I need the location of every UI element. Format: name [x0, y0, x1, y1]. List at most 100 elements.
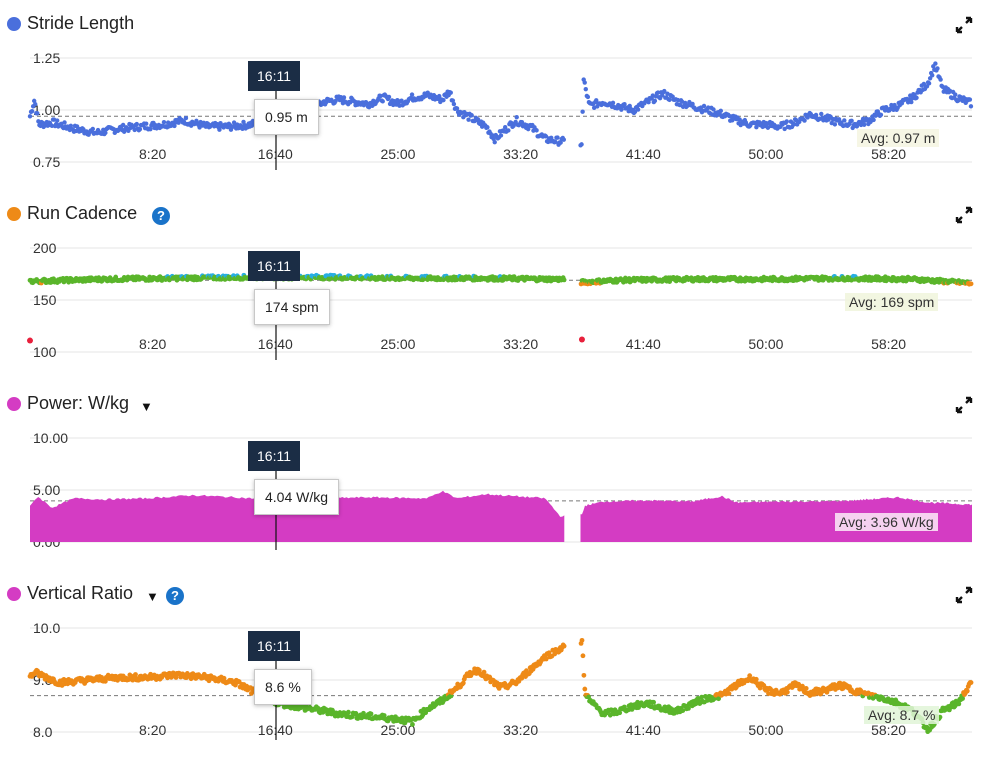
metric-dropdown-caret[interactable]: ▼	[140, 399, 153, 414]
stride-point	[956, 98, 961, 103]
stride-point	[466, 117, 471, 122]
stride-point	[380, 99, 385, 104]
vertical-ratio-point	[133, 672, 138, 677]
cursor-tooltip: 174 spm	[254, 289, 330, 325]
vertical-ratio-chart[interactable]: 10.09.08.0 8:20 16:40 25:00 33:20 41:40 50:00 5…	[0, 570, 987, 750]
expand-icon[interactable]	[955, 206, 973, 224]
vertical-ratio-point	[747, 673, 753, 679]
cadence-point	[561, 277, 567, 283]
stride-point	[502, 125, 508, 130]
y-tick-label: 5.00	[33, 482, 60, 498]
stride-point	[469, 113, 474, 118]
x-tick-label: 8:20	[139, 336, 166, 352]
stride-point	[176, 120, 181, 125]
vertical-ratio-point	[716, 696, 722, 702]
x-tick-label: 58:20	[871, 336, 906, 352]
x-tick-label: 8:20	[139, 146, 166, 162]
stride-point	[183, 115, 189, 121]
vertical-ratio-point	[481, 669, 487, 675]
stride-point	[871, 117, 876, 123]
cadence-outlier-point	[27, 337, 33, 344]
stride-point	[718, 108, 723, 114]
vertical-ratio-point	[582, 686, 588, 692]
vertical-ratio-point	[221, 675, 227, 681]
stride-point	[832, 122, 838, 127]
stride-point	[217, 127, 222, 132]
stride-point	[813, 112, 819, 118]
vertical-ratio-point	[607, 712, 613, 718]
expand-icon[interactable]	[955, 16, 973, 34]
vertical-ratio-point	[561, 643, 567, 649]
stride-point	[802, 118, 807, 123]
stride-point	[690, 101, 695, 107]
stride-point	[441, 97, 446, 103]
legend-dot	[7, 397, 21, 411]
stride-point	[632, 109, 638, 115]
x-tick-label: 33:20	[503, 722, 538, 738]
cadence-point	[968, 281, 974, 287]
stride-point	[583, 86, 588, 92]
stride-point	[492, 139, 497, 145]
expand-icon[interactable]	[955, 586, 973, 604]
panel-title: Stride Length	[27, 13, 135, 33]
stride-point	[819, 111, 824, 117]
power-chart[interactable]: 10.005.000.008:2016:4025:0033:2041:4050:…	[0, 380, 987, 570]
stride-point	[938, 77, 943, 82]
vertical-ratio-point	[784, 689, 790, 695]
vertical-ratio-point	[165, 675, 170, 681]
stride-point	[706, 105, 711, 110]
stride-point	[553, 139, 558, 145]
stride-point	[914, 95, 919, 100]
stride-point	[143, 121, 149, 126]
x-tick-label: 50:00	[748, 336, 783, 352]
average-label: Avg: 8.7 %	[864, 706, 940, 724]
stride-length-chart[interactable]: 1.251.000.75 8:20 16:40 25:00 33:20 41:40 50:0…	[0, 0, 987, 190]
stride-point	[558, 140, 563, 145]
stride-point	[27, 114, 33, 119]
help-icon[interactable]: ?	[152, 207, 170, 225]
legend-dot	[7, 207, 21, 221]
stride-point	[619, 107, 624, 112]
metric-dropdown-caret[interactable]: ▼	[146, 589, 159, 604]
stride-point	[926, 81, 932, 86]
stride-point	[701, 103, 707, 109]
stride-point	[450, 98, 456, 103]
vertical-ratio-point	[206, 678, 212, 684]
average-label: Avg: 0.97 m	[857, 129, 940, 147]
stride-point	[519, 120, 525, 125]
y-tick-label: 200	[33, 240, 57, 256]
stride-point	[29, 108, 35, 114]
stride-point	[662, 88, 667, 94]
vertical-ratio-point	[546, 650, 552, 656]
stride-point	[858, 122, 864, 128]
stride-point	[454, 106, 460, 111]
stride-point	[861, 122, 867, 127]
stride-point	[448, 90, 453, 95]
y-tick-label: 8.0	[33, 724, 53, 740]
stride-point	[711, 107, 716, 112]
vertical-ratio-point	[964, 688, 970, 694]
x-tick-label: 25:00	[380, 722, 415, 738]
stride-point	[910, 96, 915, 101]
cursor-tooltip: 0.95 m	[254, 99, 319, 135]
stride-point	[526, 126, 531, 132]
stride-point	[514, 114, 519, 120]
stride-point	[878, 112, 884, 118]
stride-point	[386, 94, 392, 100]
average-label: Avg: 3.96 W/kg	[835, 513, 938, 531]
x-tick-label: 25:00	[380, 146, 415, 162]
vertical-ratio-point	[543, 656, 549, 662]
help-icon[interactable]: ?	[166, 587, 184, 605]
x-tick-label: 58:20	[871, 146, 906, 162]
vertical-ratio-point	[581, 672, 587, 678]
stride-point	[409, 92, 415, 97]
vertical-ratio-point	[410, 722, 415, 727]
stride-point	[652, 98, 658, 104]
stride-point	[849, 118, 854, 124]
y-tick-label: 150	[33, 292, 57, 308]
stride-point	[930, 73, 935, 78]
stride-point	[594, 98, 599, 103]
y-tick-label: 0.75	[33, 154, 60, 170]
expand-icon[interactable]	[955, 396, 973, 414]
